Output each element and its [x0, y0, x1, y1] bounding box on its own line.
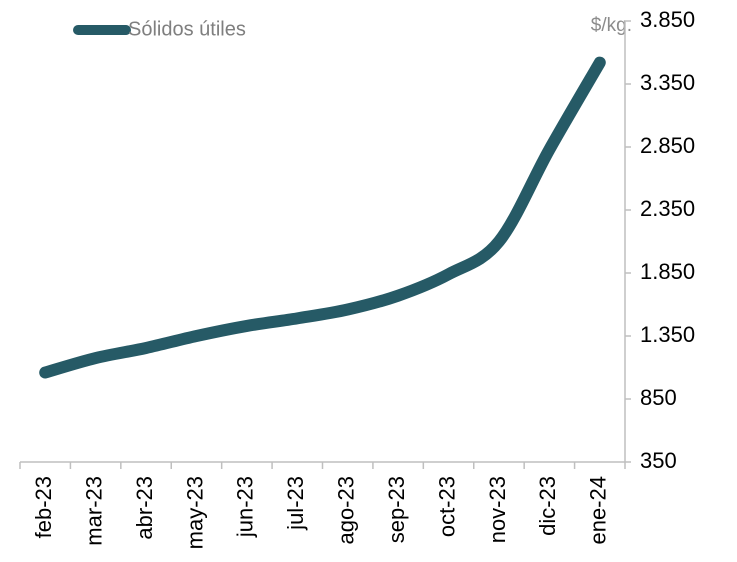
y-axis-label: $/kg.: [591, 15, 632, 36]
y-tick-label: 2.350: [640, 196, 695, 221]
x-tick-label: jul-23: [283, 476, 308, 531]
x-tick-label: ene-24: [586, 476, 611, 545]
x-tick-label: jun-23: [233, 476, 258, 538]
y-tick-label: 1.350: [640, 322, 695, 347]
x-tick-label: may-23: [182, 476, 207, 549]
x-tick-label: abr-23: [132, 476, 157, 540]
y-tick-label: 1.850: [640, 259, 695, 284]
x-tick-label: nov-23: [485, 476, 510, 543]
y-tick-label: 3.850: [640, 7, 695, 32]
y-tick-label: 850: [640, 385, 677, 410]
x-tick-label: feb-23: [31, 476, 56, 538]
y-tick-label: 350: [640, 448, 677, 473]
y-tick-label: 3.350: [640, 70, 695, 95]
x-tick-label: dic-23: [535, 476, 560, 536]
series-line: [39, 56, 606, 379]
legend-label: Sólidos útiles: [128, 18, 246, 40]
y-tick-label: 2.850: [640, 133, 695, 158]
x-tick-label: ago-23: [334, 476, 359, 545]
x-tick-label: sep-23: [384, 476, 409, 543]
x-tick-label: oct-23: [434, 476, 459, 537]
x-tick-label: mar-23: [81, 476, 106, 546]
